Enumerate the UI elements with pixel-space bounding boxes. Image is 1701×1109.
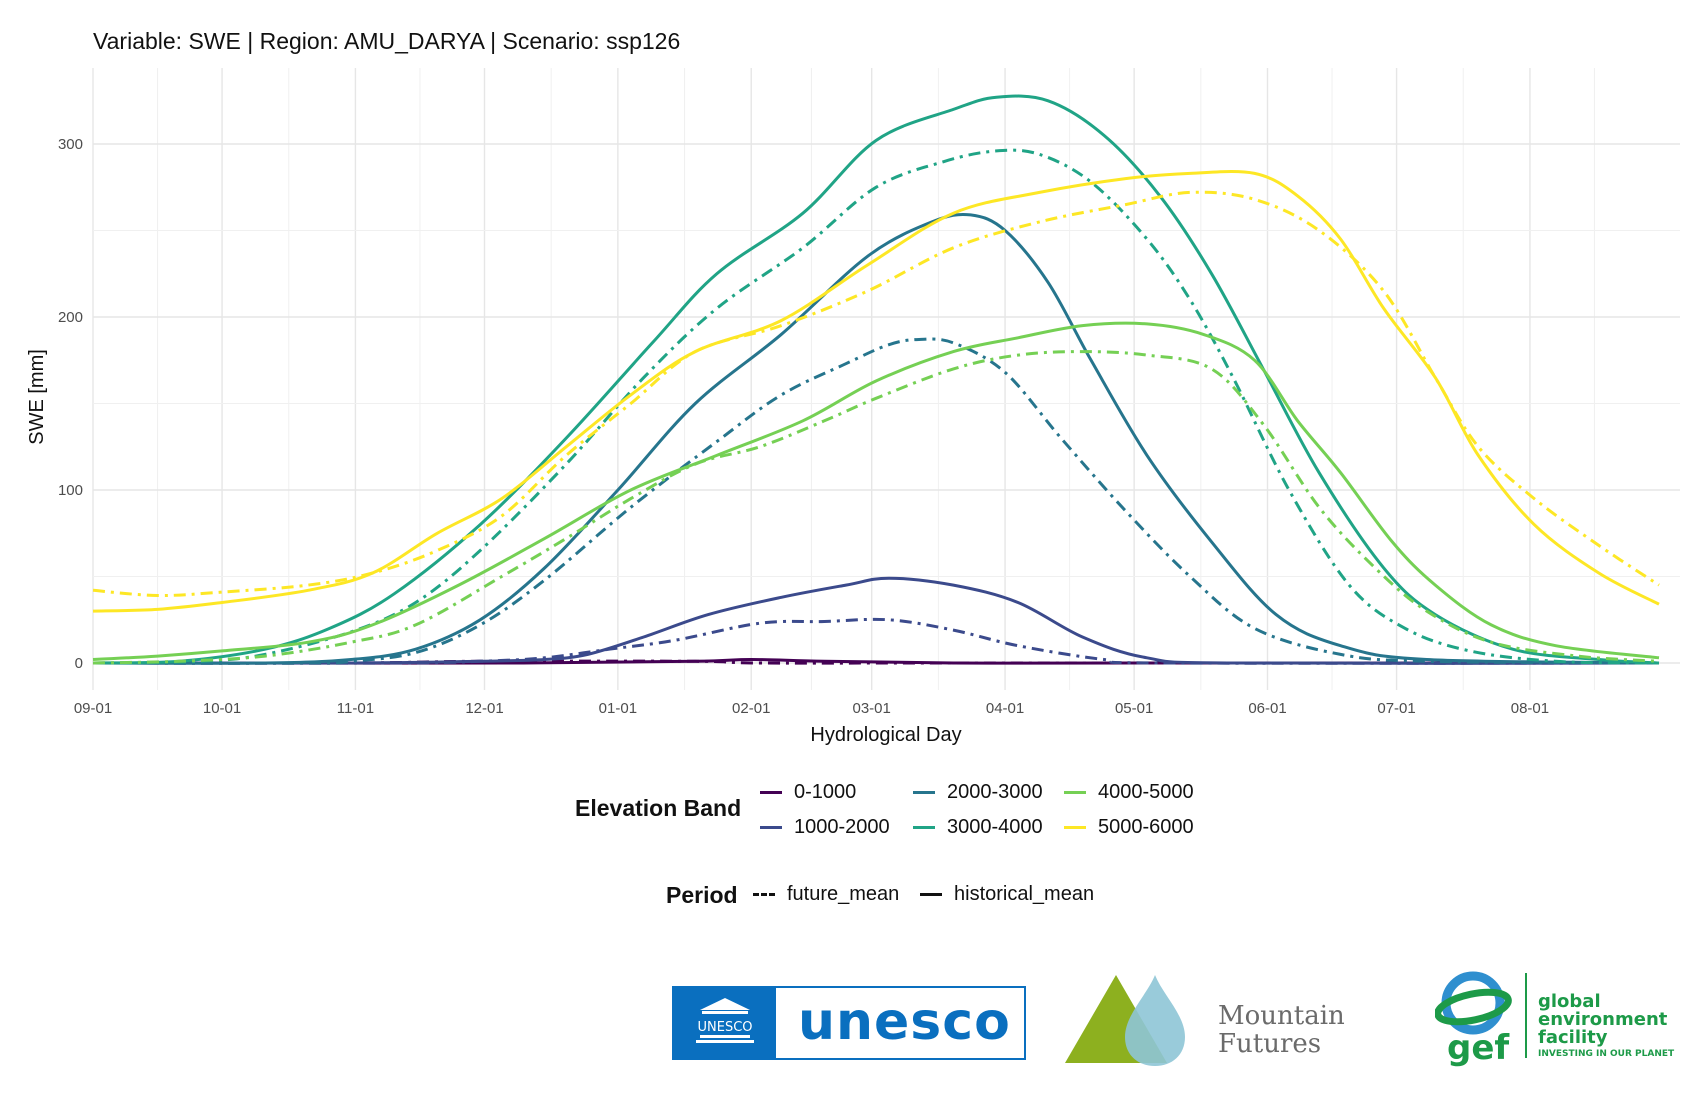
mountain-futures-line1: Mountain — [1218, 1001, 1345, 1031]
legend-band-4000-5000: 4000-5000 — [1064, 781, 1194, 804]
grid — [92, 68, 1680, 690]
legend-band-0-1000: 0-1000 — [760, 781, 856, 804]
legend-key — [753, 893, 775, 896]
legend-key — [1064, 826, 1086, 829]
gef-globe-icon — [1435, 971, 1512, 1035]
gef-line3: facility — [1538, 1027, 1608, 1048]
partner-logos: UNESCO unesco Mountain Futures gef globa… — [0, 965, 1701, 1075]
legend-key — [760, 826, 782, 829]
legend-key — [920, 893, 942, 896]
legend-band-5000-6000: 5000-6000 — [1064, 816, 1194, 839]
legend-label: 4000-5000 — [1098, 781, 1194, 803]
x-tick-label: 07-01 — [1377, 700, 1415, 717]
gef-wordmark: gef — [1447, 1028, 1510, 1068]
legend-label: 5000-6000 — [1098, 816, 1194, 838]
mountain-futures-icon — [1065, 975, 1185, 1066]
x-tick-label: 05-01 — [1115, 700, 1153, 717]
legend-key — [913, 826, 935, 829]
legend-label: 1000-2000 — [794, 816, 890, 838]
legend-label: 3000-4000 — [947, 816, 1043, 838]
unesco-wordmark: unesco — [798, 992, 1011, 1052]
legend-period-future: future_mean — [753, 883, 899, 906]
x-tick-label: 04-01 — [986, 700, 1024, 717]
legend-key — [1064, 791, 1086, 794]
legend-period-historical: historical_mean — [920, 883, 1094, 906]
chart-title: Variable: SWE | Region: AMU_DARYA | Scen… — [93, 28, 681, 54]
unesco-logo: UNESCO unesco — [672, 986, 1026, 1060]
mountain-futures-line2: Futures — [1218, 1029, 1322, 1059]
series-line-2000-3000-historical — [92, 212, 1660, 665]
x-tick-label: 12-01 — [465, 700, 503, 717]
mountain-futures-logo: Mountain Futures — [1218, 1002, 1345, 1058]
series-line-3000-4000-future — [92, 148, 1660, 665]
gef-line1: global — [1538, 991, 1601, 1012]
series-line-5000-6000-future — [92, 190, 1660, 598]
series-line-1000-2000-future — [92, 617, 1660, 665]
unesco-temple-panel: UNESCO — [674, 988, 776, 1058]
legend-band-1000-2000: 1000-2000 — [760, 816, 890, 839]
x-tick-label: 03-01 — [853, 700, 891, 717]
series-line-5000-6000-historical — [92, 170, 1660, 613]
y-tick-label: 300 — [58, 136, 83, 153]
y-tick-label: 0 — [75, 655, 83, 672]
series-lines — [92, 94, 1660, 665]
series-line-3000-4000-historical — [92, 94, 1660, 665]
x-axis-label: Hydrological Day — [810, 724, 961, 746]
x-tick-label: 02-01 — [732, 700, 770, 717]
x-tick-label: 08-01 — [1511, 700, 1549, 717]
x-tick-label: 11-01 — [337, 700, 374, 717]
gef-tagline: INVESTING IN OUR PLANET — [1538, 1049, 1675, 1059]
series-line-4000-5000-future — [92, 350, 1660, 665]
swe-line-chart: 09-01 10-01 11-01 12-01 01-01 02-01 03-01 04-01… — [26, 68, 1680, 746]
axes: 09-01 10-01 11-01 12-01 01-01 02-01 03-01 04-01… — [58, 136, 1549, 717]
gef-logo-text: global environment facility INVESTING IN… — [1538, 993, 1674, 1061]
series-line-4000-5000-historical — [92, 321, 1660, 661]
gef-divider — [1525, 973, 1527, 1058]
legend-label: 2000-3000 — [947, 781, 1043, 803]
temple-text: UNESCO — [697, 1020, 752, 1035]
legend-band-title: Elevation Band — [575, 795, 742, 821]
x-tick-label: 10-01 — [203, 700, 241, 717]
legend-key — [913, 791, 935, 794]
y-tick-label: 200 — [58, 309, 83, 326]
legend-period-title: Period — [666, 882, 738, 908]
x-tick-label: 01-01 — [599, 700, 637, 717]
x-tick-label: 06-01 — [1248, 700, 1286, 717]
legend-key — [760, 791, 782, 794]
legend-label: future_mean — [787, 883, 900, 905]
series-line-2000-3000-future — [92, 337, 1660, 665]
temple-icon: UNESCO — [696, 998, 754, 1043]
legend-label: historical_mean — [954, 883, 1095, 905]
legend: Elevation Band 0-1000 1000-2000 2000-300… — [0, 770, 1701, 940]
legend-band-2000-3000: 2000-3000 — [913, 781, 1043, 804]
legend-label: 0-1000 — [794, 781, 857, 803]
y-tick-label: 100 — [58, 482, 83, 499]
gef-line2: environment — [1538, 1009, 1668, 1030]
x-tick-label: 09-01 — [74, 700, 112, 717]
y-axis-label: SWE [mm] — [26, 349, 48, 445]
legend-band-3000-4000: 3000-4000 — [913, 816, 1043, 839]
